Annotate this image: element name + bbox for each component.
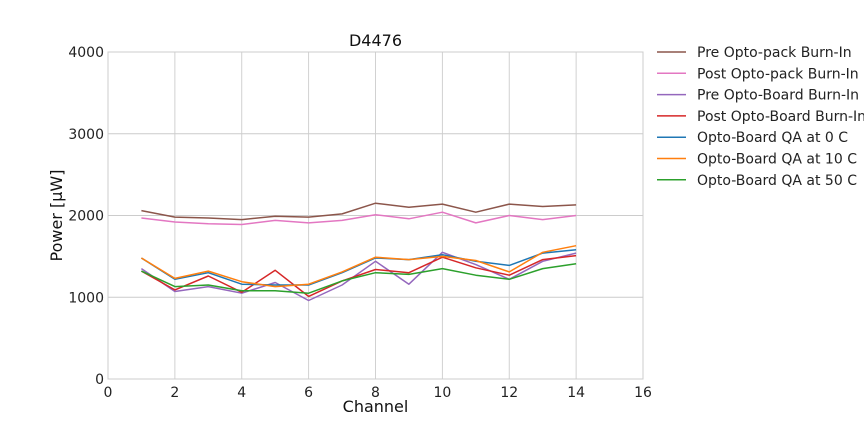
legend-label: Pre Opto-pack Burn-In: [697, 45, 852, 61]
x-tick-label: 2: [170, 385, 179, 401]
series-line-5: [140, 249, 577, 286]
y-tick-label: 2000: [68, 209, 104, 225]
y-tick-label: 3000: [68, 127, 104, 143]
legend-label: Opto-Board QA at 50 C: [697, 173, 857, 189]
legend-label: Opto-Board QA at 10 C: [697, 152, 857, 168]
series-line-4: [141, 254, 577, 298]
series-line-2: [141, 211, 577, 226]
x-tick-label: 6: [304, 385, 313, 401]
x-tick-label: 16: [634, 385, 652, 401]
grid: [107, 51, 644, 380]
series-line-1: [141, 202, 577, 221]
y-axis-title: Power [μW]: [47, 170, 66, 262]
x-tick-label: 10: [433, 385, 451, 401]
x-tick-label: 12: [500, 385, 518, 401]
y-tick-label: 4000: [68, 45, 104, 61]
series-line-3: [140, 251, 577, 302]
legend-label: Opto-Board QA at 0 C: [697, 130, 848, 146]
legend-label: Post Opto-Board Burn-In: [697, 109, 864, 125]
series-lines: [140, 202, 577, 302]
x-axis-title: Channel: [343, 397, 409, 416]
x-tick-label: 14: [567, 385, 585, 401]
x-tick-label: 4: [237, 385, 246, 401]
series-line-6: [141, 244, 577, 288]
legend-label: Post Opto-pack Burn-In: [697, 66, 859, 82]
series-line-7: [141, 262, 577, 294]
plot-frame: [107, 51, 644, 380]
y-tick-label: 0: [95, 372, 104, 388]
x-tick-label: 0: [104, 385, 113, 401]
x-tick-labels: 0 2 4 6 8 10 12 14 16: [104, 385, 652, 401]
legend: Pre Opto-pack Burn-In Post Opto-pack Burn…: [657, 45, 864, 189]
legend-label: Pre Opto-Board Burn-In: [697, 88, 859, 104]
y-tick-labels: 0 1000 2000 3000 4000: [68, 45, 104, 388]
chart-title: D4476: [349, 31, 402, 50]
x-tick-label: 8: [371, 385, 380, 401]
y-tick-label: 1000: [68, 290, 104, 306]
